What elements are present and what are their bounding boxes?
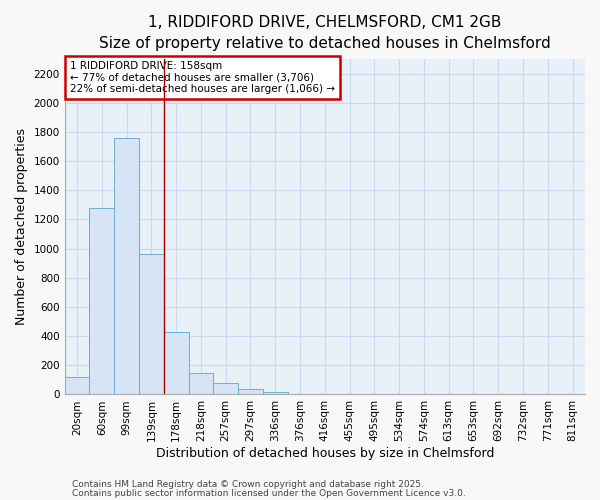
Bar: [114, 138, 139, 394]
Bar: [238, 388, 263, 394]
Text: 1 RIDDIFORD DRIVE: 158sqm
← 77% of detached houses are smaller (3,706)
22% of se: 1 RIDDIFORD DRIVE: 158sqm ← 77% of detac…: [70, 61, 335, 94]
Bar: [214, 383, 238, 394]
Text: Contains HM Land Registry data © Crown copyright and database right 2025.: Contains HM Land Registry data © Crown c…: [72, 480, 424, 489]
Title: 1, RIDDIFORD DRIVE, CHELMSFORD, CM1 2GB
Size of property relative to detached ho: 1, RIDDIFORD DRIVE, CHELMSFORD, CM1 2GB …: [99, 15, 551, 51]
Bar: [188, 372, 214, 394]
Bar: [89, 208, 114, 394]
Bar: [164, 332, 188, 394]
Bar: [139, 254, 164, 394]
Bar: [65, 377, 89, 394]
Y-axis label: Number of detached properties: Number of detached properties: [15, 128, 28, 326]
Bar: [263, 392, 287, 394]
Text: Contains public sector information licensed under the Open Government Licence v3: Contains public sector information licen…: [72, 490, 466, 498]
X-axis label: Distribution of detached houses by size in Chelmsford: Distribution of detached houses by size …: [155, 447, 494, 460]
